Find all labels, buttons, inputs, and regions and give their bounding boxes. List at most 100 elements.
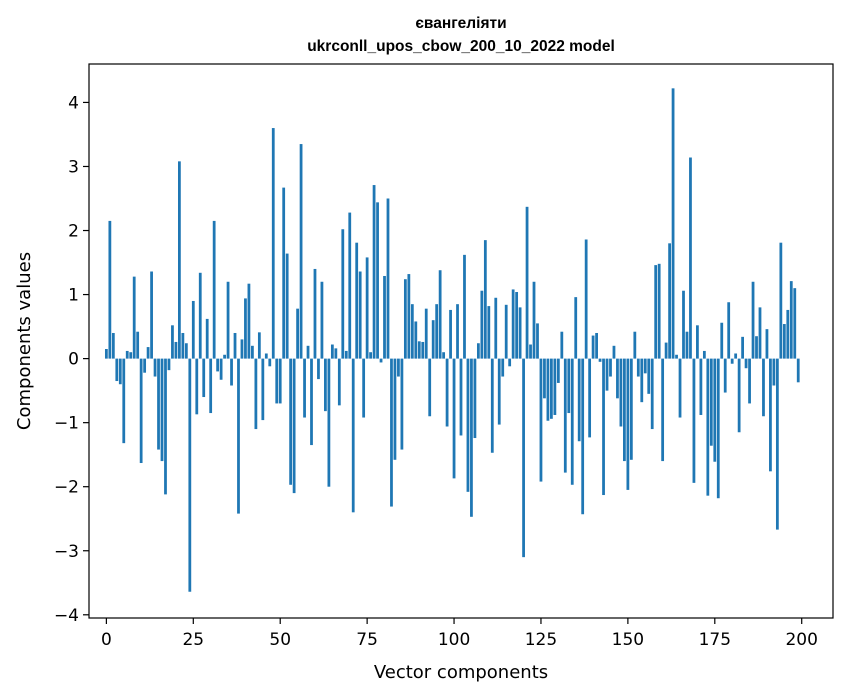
bar-32 — [216, 358, 220, 372]
bar-178 — [723, 358, 727, 393]
bar-132 — [563, 358, 567, 473]
bar-5 — [122, 358, 126, 444]
bar-175 — [713, 358, 717, 462]
bar-74 — [362, 358, 366, 418]
bar-151 — [629, 358, 633, 460]
bar-57 — [303, 358, 306, 418]
chart-title-line2: ukrconll_upos_cbow_200_10_2022 model — [307, 38, 615, 55]
bar-147 — [616, 358, 619, 399]
bar-127 — [546, 358, 550, 421]
bar-12 — [146, 347, 150, 359]
bar-20 — [174, 341, 178, 359]
bar-177 — [720, 322, 724, 359]
x-tick-label: 150 — [612, 630, 644, 650]
bar-186 — [751, 281, 755, 359]
bar-157 — [650, 358, 654, 430]
bar-197 — [789, 281, 793, 359]
chart-title-line1: євангеліяти — [415, 15, 506, 32]
bar-78 — [376, 202, 379, 359]
x-tick-label: 50 — [269, 630, 291, 650]
bar-7 — [129, 352, 133, 359]
bar-199 — [796, 358, 800, 383]
bar-169 — [692, 358, 696, 483]
bar-33 — [219, 358, 223, 380]
bar-1 — [108, 220, 112, 359]
bar-156 — [647, 358, 651, 394]
bar-117 — [511, 289, 515, 359]
bar-47 — [268, 358, 272, 367]
bar-102 — [459, 358, 463, 436]
bar-138 — [584, 239, 588, 359]
bar-139 — [588, 358, 592, 438]
bar-105 — [470, 358, 473, 517]
bar-136 — [577, 358, 581, 442]
bar-36 — [230, 358, 233, 386]
y-tick-label: 3 — [68, 157, 79, 177]
bar-79 — [379, 358, 383, 363]
bar-107 — [476, 343, 480, 359]
bar-71 — [351, 358, 355, 513]
bar-80 — [383, 275, 386, 359]
bar-133 — [567, 358, 571, 414]
bar-2 — [111, 332, 115, 359]
bar-114 — [501, 358, 505, 377]
bar-191 — [769, 358, 772, 472]
bar-154 — [640, 358, 644, 403]
y-tick-label: −3 — [54, 542, 79, 562]
bar-166 — [682, 290, 685, 359]
bar-59 — [310, 358, 313, 446]
bar-22 — [181, 332, 185, 359]
bar-198 — [793, 288, 797, 359]
bar-99 — [449, 309, 452, 359]
bar-153 — [636, 358, 640, 377]
bar-16 — [160, 358, 164, 462]
bar-165 — [678, 358, 682, 418]
bar-62 — [320, 281, 324, 359]
bar-35 — [226, 281, 230, 359]
bar-53 — [289, 358, 293, 485]
bar-8 — [132, 276, 136, 359]
bar-171 — [699, 358, 703, 415]
bar-64 — [327, 358, 331, 487]
bar-155 — [643, 358, 647, 374]
bar-118 — [515, 292, 519, 359]
bar-119 — [518, 307, 522, 359]
bar-145 — [609, 358, 612, 377]
x-axis-ticks: 0 25 50 75 100 125 150 175 200 — [101, 618, 818, 650]
bar-176 — [716, 358, 720, 499]
bar-97 — [442, 352, 446, 359]
bar-187 — [755, 336, 758, 359]
bar-76 — [369, 352, 372, 359]
bar-163 — [671, 88, 675, 359]
bar-19 — [171, 325, 174, 359]
bar-193 — [775, 358, 779, 530]
bar-144 — [605, 358, 609, 391]
bar-134 — [570, 358, 574, 485]
bar-126 — [543, 358, 546, 399]
bar-44 — [257, 332, 261, 359]
bar-131 — [560, 331, 564, 359]
bar-194 — [779, 242, 783, 359]
bar-183 — [741, 336, 744, 359]
y-tick-label: 1 — [68, 286, 79, 306]
bar-87 — [407, 274, 411, 359]
bar-55 — [296, 308, 299, 359]
bar-158 — [654, 265, 658, 359]
bar-45 — [261, 358, 265, 421]
bar-174 — [709, 358, 713, 446]
bar-66 — [334, 348, 338, 359]
bar-25 — [191, 300, 195, 359]
x-axis-label: Vector components — [374, 662, 548, 683]
bar-94 — [431, 320, 435, 359]
bar-51 — [282, 187, 286, 359]
bar-34 — [223, 354, 226, 359]
bar-13 — [150, 271, 153, 359]
bar-43 — [254, 358, 258, 430]
bar-159 — [657, 263, 661, 359]
bar-23 — [184, 343, 188, 359]
bar-182 — [737, 358, 741, 433]
bar-63 — [324, 358, 327, 412]
bar-130 — [556, 358, 560, 383]
bar-122 — [529, 344, 532, 359]
bar-137 — [581, 358, 585, 515]
